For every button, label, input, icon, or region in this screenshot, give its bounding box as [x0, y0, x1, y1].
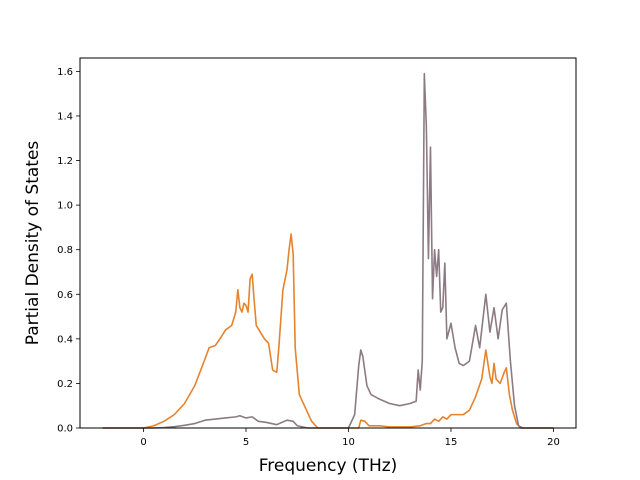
y-tick-label: 0.2	[57, 379, 73, 390]
y-tick-label: 1.2	[57, 156, 73, 167]
x-tick-label: 20	[547, 437, 560, 448]
x-tick-label: 10	[342, 437, 355, 448]
y-tick-label: 0.6	[57, 290, 73, 301]
y-tick-label: 1.0	[57, 201, 73, 212]
plot-frame	[79, 57, 577, 429]
y-tick-label: 1.4	[57, 111, 73, 122]
series-line-1	[102, 233, 554, 429]
y-tick-label: 0.4	[57, 334, 73, 345]
x-axis: 0 5 10 15 20	[140, 428, 560, 448]
series-layer	[102, 72, 554, 429]
series-line-2	[102, 72, 554, 429]
x-tick-label: 15	[445, 437, 458, 448]
x-tick-label: 0	[140, 437, 146, 448]
y-tick-label: 0.8	[57, 245, 73, 256]
y-axis: 0.0 0.2 0.4 0.6 0.8 1.0 1.2 1.4 1.6	[57, 67, 80, 435]
y-tick-label: 0.0	[57, 424, 73, 435]
y-tick-label: 1.6	[57, 67, 73, 78]
y-axis-label: Partial Density of States	[23, 141, 43, 346]
x-tick-label: 5	[243, 437, 249, 448]
x-axis-label: Frequency (THz)	[259, 456, 398, 476]
